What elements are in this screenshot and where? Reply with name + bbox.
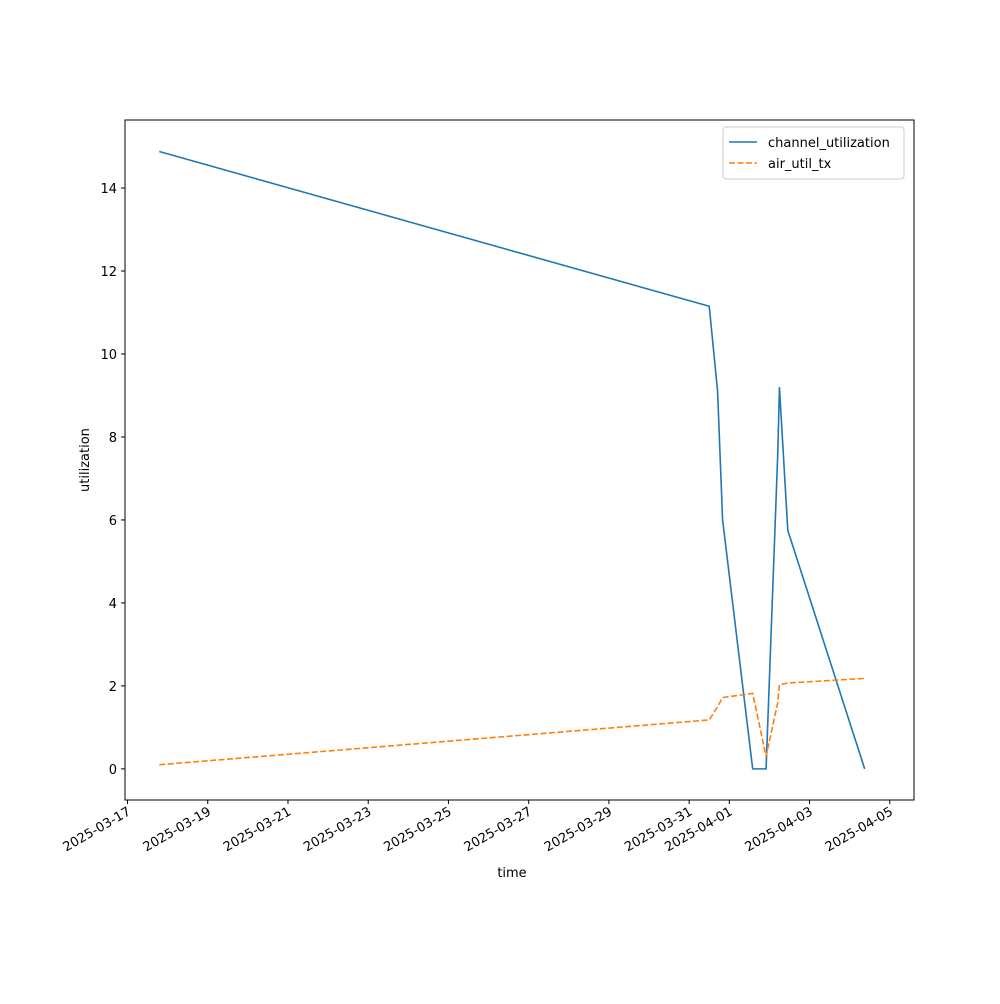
series-line bbox=[159, 677, 865, 766]
legend-box bbox=[722, 126, 905, 180]
y-tick-label: 10 bbox=[100, 348, 117, 363]
y-axis-label: utilization bbox=[78, 428, 93, 492]
x-tick-label: 2025-04-05 bbox=[823, 804, 896, 855]
x-tick-label: 2025-03-25 bbox=[382, 804, 455, 855]
x-tick-label: 2025-03-17 bbox=[61, 804, 134, 855]
y-tick-label: 6 bbox=[109, 514, 117, 529]
y-tick-label: 0 bbox=[109, 763, 117, 778]
x-tick-label: 2025-04-03 bbox=[743, 804, 816, 855]
y-tick-label: 2 bbox=[109, 680, 117, 695]
x-tick-label: 2025-03-27 bbox=[462, 804, 535, 855]
legend-label: channel_utilization bbox=[768, 136, 890, 151]
series-line bbox=[159, 150, 866, 770]
y-tick-label: 8 bbox=[109, 431, 117, 446]
y-tick-label: 12 bbox=[100, 265, 117, 280]
x-axis-label: time bbox=[497, 866, 526, 881]
legend: channel_utilization air_util_tx bbox=[722, 126, 905, 180]
x-tick-label: 2025-03-23 bbox=[301, 804, 374, 855]
x-tick-label: 2025-03-19 bbox=[141, 804, 214, 855]
plot-frame bbox=[124, 119, 915, 801]
legend-label: air_util_tx bbox=[768, 157, 832, 172]
x-tick-label: 2025-03-29 bbox=[542, 804, 615, 855]
y-tick-label: 4 bbox=[109, 597, 117, 612]
y-tick-label: 14 bbox=[100, 182, 117, 197]
x-tick-label: 2025-03-21 bbox=[221, 804, 294, 855]
